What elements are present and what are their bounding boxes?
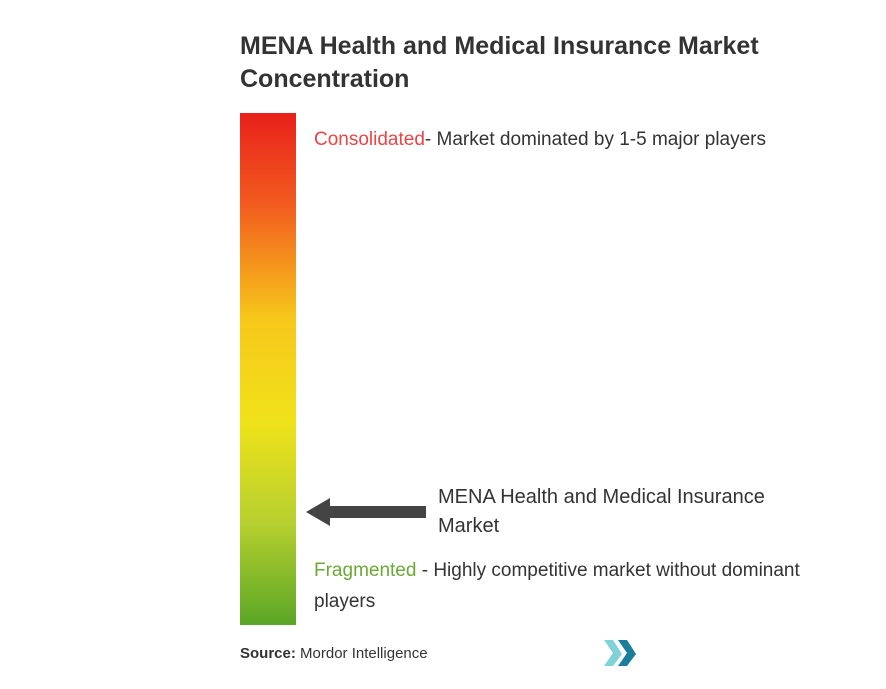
source-attribution: Source: Mordor Intelligence: [240, 645, 428, 662]
footer: Source: Mordor Intelligence: [240, 640, 800, 666]
consolidated-desc: - Market dominated by 1-5 major players: [425, 129, 766, 150]
consolidated-annotation: Consolidated- Market dominated by 1-5 ma…: [314, 125, 800, 155]
infographic-container: MENA Health and Medical Insurance Market…: [240, 30, 800, 625]
fragmented-annotation: Fragmented - Highly competitive market w…: [314, 555, 800, 618]
chart-title: MENA Health and Medical Insurance Market…: [240, 30, 800, 95]
mordor-logo-icon: [604, 640, 640, 666]
annotations-column: Consolidated- Market dominated by 1-5 ma…: [314, 113, 800, 625]
consolidated-label: Consolidated: [314, 129, 425, 150]
market-marker: MENA Health and Medical Insurance Market: [306, 483, 800, 541]
source-label: Source:: [240, 645, 296, 662]
fragmented-label: Fragmented: [314, 560, 416, 581]
market-name-label: MENA Health and Medical Insurance Market: [438, 483, 800, 541]
content-row: Consolidated- Market dominated by 1-5 ma…: [240, 113, 800, 625]
source-value: Mordor Intelligence: [296, 645, 428, 662]
concentration-gradient-bar: [240, 113, 296, 625]
arrow-left-icon: [306, 498, 426, 526]
